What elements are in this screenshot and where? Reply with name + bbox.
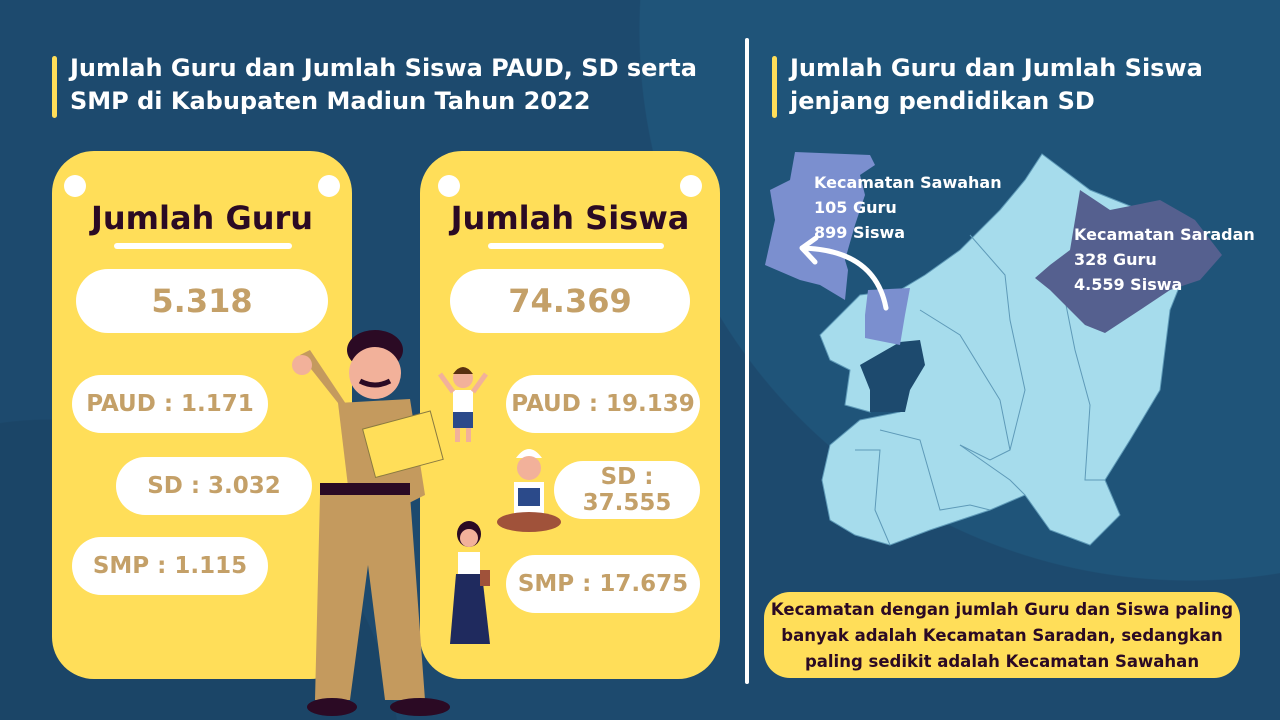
siswa-sd: SD : 37.555: [554, 461, 700, 519]
saradan-label: Kecamatan Saradan 328 Guru 4.559 Siswa: [1074, 222, 1255, 297]
guru-total: 5.318: [76, 269, 328, 333]
map-sawahan: [765, 152, 910, 345]
guru-paud: PAUD : 1.171: [72, 375, 268, 433]
heading-underline: [114, 243, 292, 249]
guru-card: Jumlah Guru 5.318 PAUD : 1.171 SD : 3.03…: [52, 151, 352, 679]
siswa-paud: PAUD : 19.139: [506, 375, 700, 433]
siswa-smp: SMP : 17.675: [506, 555, 700, 613]
sawahan-name: Kecamatan Sawahan: [814, 173, 1002, 192]
siswa-heading: Jumlah Siswa: [450, 199, 690, 237]
sawahan-siswa: 899 Siswa: [814, 223, 906, 242]
map-saradan: [1035, 190, 1222, 333]
guru-heading: Jumlah Guru: [90, 199, 314, 237]
sawahan-label: Kecamatan Sawahan 105 Guru 899 Siswa: [814, 170, 1002, 245]
arrow-icon: [799, 235, 889, 311]
card-hole: [438, 175, 460, 197]
saradan-guru: 328 Guru: [1074, 250, 1157, 269]
guru-smp: SMP : 1.115: [72, 537, 268, 595]
saradan-siswa: 4.559 Siswa: [1074, 275, 1183, 294]
saradan-name: Kecamatan Saradan: [1074, 225, 1255, 244]
guru-sd: SD : 3.032: [116, 457, 312, 515]
district-map: [765, 152, 1222, 546]
map-hole: [860, 340, 925, 412]
card-hole: [64, 175, 86, 197]
card-hole: [318, 175, 340, 197]
siswa-total: 74.369: [450, 269, 690, 333]
district-borders: [855, 234, 1105, 546]
heading-underline: [488, 243, 664, 249]
left-title: Jumlah Guru dan Jumlah Siswa PAUD, SD se…: [52, 52, 702, 118]
card-hole: [680, 175, 702, 197]
divider: [745, 38, 749, 684]
sawahan-guru: 105 Guru: [814, 198, 897, 217]
teacher-illustration: [292, 330, 450, 716]
conclusion-note: Kecamatan dengan jumlah Guru dan Siswa p…: [764, 592, 1240, 678]
student-boy-illustration: [438, 367, 488, 442]
student-girl-illustration: [450, 521, 490, 644]
right-title: Jumlah Guru dan Jumlah Siswa jenjang pen…: [772, 52, 1212, 118]
student-reading-illustration: [497, 449, 561, 532]
